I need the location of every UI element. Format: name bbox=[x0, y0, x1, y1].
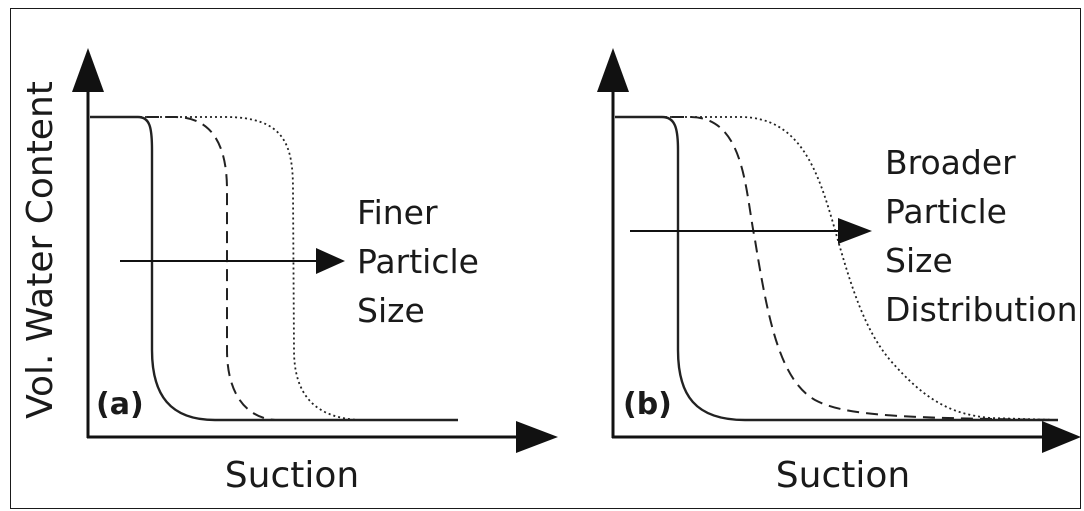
panel-b-x-axis-label: Suction bbox=[776, 455, 910, 496]
panel-b-y-axis-arrowhead bbox=[597, 48, 629, 92]
panel-a: (a) Finer Particle Size Suction Vol. Wat… bbox=[20, 48, 558, 496]
panel-b-annotation-line-3: Size bbox=[885, 241, 953, 280]
panel-b-trend-arrowhead bbox=[838, 218, 872, 244]
panel-a-curve-dashed bbox=[90, 116, 458, 421]
panel-b-curve-solid bbox=[615, 115, 1058, 422]
panel-a-trend-arrowhead bbox=[316, 248, 345, 274]
panel-a-annotation-line-1: Finer bbox=[357, 193, 438, 232]
panel-b: (b) Broader Particle Size Distribution S… bbox=[597, 48, 1081, 496]
panel-b-x-axis-arrowhead bbox=[1042, 421, 1081, 453]
panel-a-tag: (a) bbox=[96, 387, 144, 422]
panel-a-annotation-line-2: Particle bbox=[357, 242, 479, 281]
panel-b-tag: (b) bbox=[623, 387, 672, 422]
figure-frame bbox=[10, 8, 1081, 509]
panel-a-x-axis-label: Suction bbox=[225, 455, 359, 496]
panel-a-curve-solid bbox=[90, 115, 458, 422]
panel-a-y-axis-label: Vol. Water Content bbox=[20, 81, 61, 419]
panel-a-curve-dotted bbox=[90, 116, 458, 421]
panel-b-curve-dashed bbox=[615, 116, 1059, 421]
panel-a-annotation-line-3: Size bbox=[357, 291, 425, 330]
panel-a-x-axis-arrowhead bbox=[516, 421, 558, 453]
panel-b-annotation-line-1: Broader bbox=[885, 143, 1016, 182]
panel-b-annotation-line-4: Distribution bbox=[885, 290, 1078, 329]
panel-a-y-axis-arrowhead bbox=[72, 48, 104, 92]
panel-b-curve-dotted bbox=[615, 116, 1059, 421]
panel-b-annotation-line-2: Particle bbox=[885, 192, 1007, 231]
